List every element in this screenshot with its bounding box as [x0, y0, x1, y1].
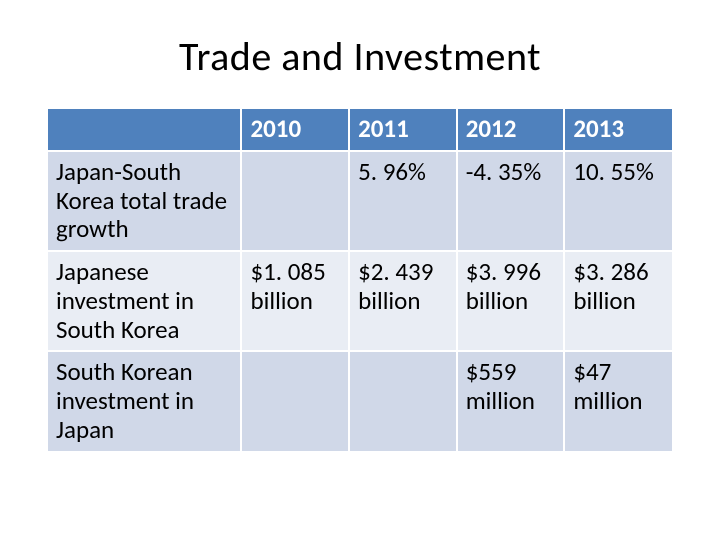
cell: [349, 351, 457, 450]
table-row: Japan-South Korea total trade growth 5. …: [48, 151, 672, 251]
cell: $1. 085 billion: [241, 251, 349, 351]
col-header-2011: 2011: [349, 109, 457, 151]
cell: [241, 351, 349, 450]
cell: [241, 151, 349, 251]
slide-title: Trade and Investment: [48, 32, 672, 81]
cell: 10. 55%: [564, 151, 672, 251]
cell: 5. 96%: [349, 151, 457, 251]
cell: $3. 286 billion: [564, 251, 672, 351]
trade-investment-table: 2010 2011 2012 2013 Japan-South Korea to…: [48, 109, 672, 451]
cell: $559 million: [457, 351, 565, 450]
cell: $3. 996 billion: [457, 251, 565, 351]
col-header-2012: 2012: [457, 109, 565, 151]
table-header-row: 2010 2011 2012 2013: [48, 109, 672, 151]
table-row: South Korean investment in Japan $559 mi…: [48, 351, 672, 450]
row-label: Japan-South Korea total trade growth: [48, 151, 241, 251]
col-header-2013: 2013: [564, 109, 672, 151]
col-header-label: [48, 109, 241, 151]
cell: $2. 439 billion: [349, 251, 457, 351]
cell: $47 million: [564, 351, 672, 450]
table-row: Japanese investment in South Korea $1. 0…: [48, 251, 672, 351]
slide: Trade and Investment 2010 2011 2012 2013…: [0, 0, 720, 540]
row-label: South Korean investment in Japan: [48, 351, 241, 450]
col-header-2010: 2010: [241, 109, 349, 151]
cell: -4. 35%: [457, 151, 565, 251]
row-label: Japanese investment in South Korea: [48, 251, 241, 351]
